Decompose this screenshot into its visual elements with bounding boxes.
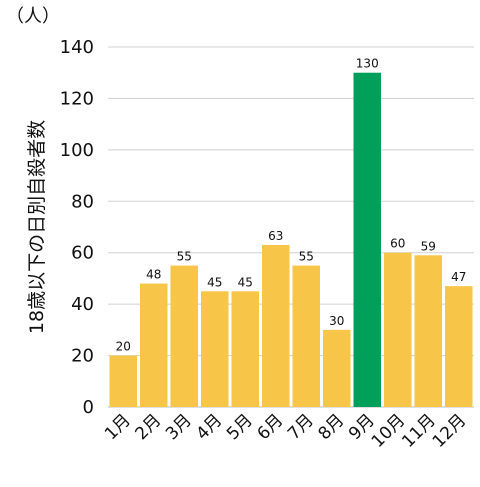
- y-tick-label: 100: [60, 140, 94, 161]
- bar-3: [170, 265, 198, 407]
- category-label: 11月: [398, 410, 439, 451]
- bar-12: [445, 286, 473, 407]
- value-label: 63: [268, 229, 283, 243]
- bars: [109, 72, 473, 407]
- value-label: 60: [390, 237, 405, 251]
- y-tick-label: 120: [60, 88, 94, 109]
- bar-1: [109, 355, 137, 407]
- value-labels: 20 48 55 45 45 63 55 30 130 60 59 47: [116, 57, 467, 354]
- bar-4: [201, 291, 229, 407]
- value-label: 45: [238, 275, 253, 289]
- value-label: 47: [451, 270, 466, 284]
- category-label: 2月: [131, 410, 165, 444]
- y-tick-labels: 0 20 40 60 80 100 120 140: [60, 37, 94, 418]
- category-label: 5月: [223, 410, 257, 444]
- bar-8: [323, 329, 351, 407]
- category-label: 7月: [284, 410, 318, 444]
- bar-11: [414, 255, 442, 407]
- category-label: 1月: [101, 410, 135, 444]
- bar-7: [292, 265, 320, 407]
- category-label: 8月: [314, 410, 348, 444]
- y-tick-label: 0: [83, 397, 94, 418]
- y-tick-label: 60: [71, 243, 94, 264]
- value-label: 45: [207, 275, 222, 289]
- bar-10: [384, 252, 412, 407]
- gridlines: [108, 46, 474, 408]
- y-tick-label: 140: [60, 37, 94, 58]
- bar-2: [140, 283, 168, 407]
- category-label: 3月: [162, 410, 196, 444]
- category-label: 6月: [253, 410, 287, 444]
- y-tick-label: 20: [71, 346, 94, 367]
- bar-9: [353, 72, 381, 407]
- y-tick-label: 80: [71, 191, 94, 212]
- value-label: 55: [177, 250, 192, 264]
- category-label: 12月: [429, 410, 470, 451]
- value-label: 20: [116, 340, 131, 354]
- y-tick-label: 40: [71, 294, 94, 315]
- value-label: 48: [146, 268, 161, 282]
- bar-5: [231, 291, 259, 407]
- category-label: 10月: [368, 410, 409, 451]
- y-axis-title: 18歳以下の日別自殺者数: [26, 120, 48, 334]
- value-label: 30: [329, 314, 344, 328]
- value-label: 59: [421, 239, 436, 253]
- category-label: 4月: [192, 410, 226, 444]
- value-label: 55: [299, 250, 314, 264]
- value-label: 130: [356, 57, 379, 71]
- bar-6: [262, 245, 290, 407]
- y-unit-label: （人）: [6, 6, 60, 27]
